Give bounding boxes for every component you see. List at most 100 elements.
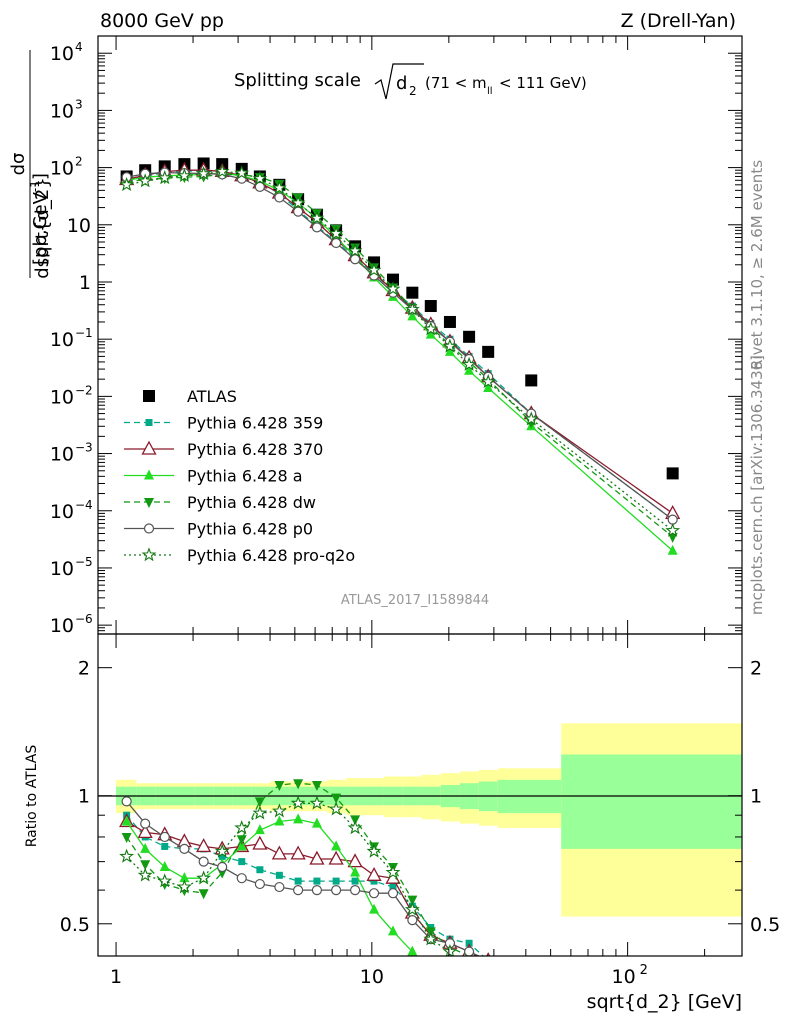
x-tick-label: 10 [360,966,384,988]
point-6-6 [234,165,250,180]
main-frame [97,35,743,635]
ratio-point-2-3 [179,872,190,883]
point-3-15 [407,310,418,321]
ratio-point-4-13 [368,888,380,899]
series-line-3 [126,172,674,552]
y-tick-label: 10 [50,329,74,351]
legend-item-0: ATLAS [143,387,237,406]
ratio-point-5-0 [119,848,134,863]
ratio-point-3-8 [274,780,285,791]
point-6-11 [328,225,344,240]
point-6-10 [309,210,325,225]
ratio-point-4-12 [349,885,361,896]
point-6-19 [480,373,496,389]
point-0-18 [463,330,476,343]
y-tick-label: 10 [50,501,74,523]
point-6-20 [523,411,539,426]
ratio-point-4-5 [217,861,228,873]
ratio-point-0-14 [389,883,397,891]
ratio-point-0-11 [332,877,340,885]
y-tick-label-exp: −5 [75,555,93,569]
point-5-8 [274,192,285,203]
ratio-point-2-12 [350,866,361,877]
svg-text:dsqrt{d_2}: dsqrt{d_2} [32,177,53,278]
ratio-point-2-0 [121,815,132,826]
ratio-ylabel: Ratio to ATLAS [24,745,40,848]
ratio-point-0-2 [161,842,169,850]
legend-item-6: Pythia 6.428 pro-q2o [124,546,355,565]
ratio-point-1-9 [290,845,306,860]
y-tick-label: 10 [67,215,91,237]
point-5-7 [254,181,265,192]
ratio-point-2-11 [331,840,342,851]
ratio-point-5-7 [252,805,268,820]
y-tick-label: 1 [79,272,91,294]
ratio-point-5-15 [404,901,420,916]
ratio-point-4-19 [485,955,491,956]
point-6-16 [423,321,439,336]
ratio-point-0-19 [485,957,492,964]
ratio-point-2-2 [159,860,170,871]
ratio-point-5-1 [137,867,153,882]
point-6-8 [272,180,287,195]
series-4 [121,170,678,543]
y-tick-label: 10 [50,100,74,122]
ratio-point-4-15 [407,915,418,926]
ratio-point-0-13 [370,877,378,885]
ratio-point-4-1 [140,818,151,829]
point-3-21 [667,544,678,555]
point-0-20 [525,374,538,387]
point-6-18 [461,356,477,371]
rivet-label: Rivet 3.1.10, ≥ 2.6M events [748,160,766,370]
ratio-point-5-14 [385,864,401,879]
point-3-16 [425,328,436,339]
legend-marker [143,523,155,534]
point-0-16 [424,300,437,313]
ratio-point-4-2 [159,831,170,843]
main-ylabel: dσ dsqrt{d_2} [8,50,53,279]
ratio-point-5-17 [442,943,458,956]
x-axis-label: sqrt{d_2} [GeV] [587,991,742,1013]
series-2 [119,161,681,520]
ratio-y-tick-label: 0.5 [60,914,90,936]
point-3-17 [444,345,455,356]
ratio-series-4 [121,796,491,956]
ratio-point-0-18 [465,939,473,947]
ratio-point-5-8 [272,803,287,818]
point-6-0 [119,177,134,192]
ratio-y-tick-label-right: 2 [750,658,762,680]
ratio-point-4-8 [274,881,285,893]
ratio-y-tick-label-right: 0.5 [750,914,780,936]
y-tick-label: 10 [50,158,74,180]
process-label: Z (Drell-Yan) [621,10,736,32]
legend-label: Pythia 6.428 a [187,467,303,486]
ratio-point-3-10 [311,780,322,791]
ratio-point-3-6 [236,835,247,846]
ratio-point-3-4 [198,889,209,900]
ratio-point-5-9 [290,795,306,810]
y-tick-label: 10 [50,386,74,408]
ratio-point-4-14 [387,888,399,899]
ratio-y-tick-label: 2 [78,658,90,680]
y-tick-label-exp: 3 [75,97,83,111]
ratio-point-5-12 [347,820,363,835]
ratio-point-3-9 [293,779,304,790]
ratio-point-4-6 [236,873,247,884]
svg-text:d: d [396,73,407,94]
point-5-11 [331,237,342,249]
ratio-point-1-13 [366,866,382,881]
series-5 [121,167,678,525]
ratio-point-3-15 [407,895,418,906]
series-line-1 [126,170,674,521]
point-3-19 [483,382,494,393]
x-tick-label-exp: 2 [640,963,648,978]
svg-text:< 111 GeV): < 111 GeV) [499,74,587,92]
ratio-point-5-11 [328,801,344,816]
y-tick-label-exp: −2 [75,383,93,397]
legend-item-5: Pythia 6.428 p0 [124,520,313,539]
ratio-point-2-15 [407,945,418,956]
ratio-point-0-12 [351,877,359,885]
legend-marker [144,469,154,480]
ratio-point-1-19 [486,952,491,956]
point-6-1 [137,173,153,188]
